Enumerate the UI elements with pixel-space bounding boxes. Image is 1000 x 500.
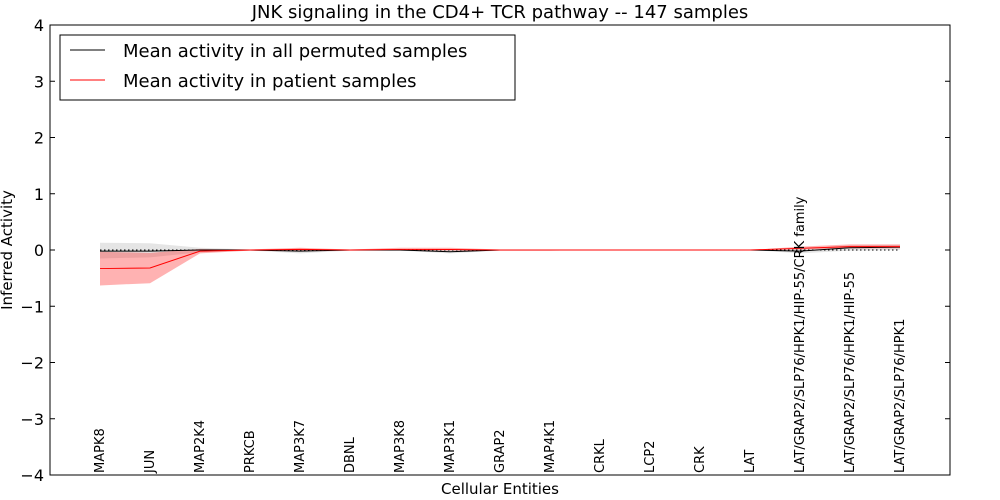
y-tick-label: −1 (20, 297, 44, 316)
x-tick-label: LCP2 (643, 441, 658, 473)
chart-title: JNK signaling in the CD4+ TCR pathway --… (251, 2, 749, 23)
band-permuted (100, 242, 900, 259)
legend-box (59, 34, 516, 101)
x-tick-label: CRKL (593, 438, 608, 473)
y-tick-label: 2 (34, 129, 44, 148)
x-tick-label: MAP3K7 (293, 420, 308, 473)
x-tick-label: MAP3K8 (393, 420, 408, 473)
x-tick-label: MAPK8 (93, 428, 108, 473)
x-tick-label: MAP4K1 (543, 420, 558, 473)
y-axis: −4 −3 −2 −1 0 1 2 3 4 (20, 16, 950, 485)
confidence-bands (100, 242, 900, 286)
x-tick-label: GRAP2 (493, 429, 508, 473)
x-axis: MAPK8 JUN MAP2K4 PRKCB MAP3K7 DBNL MAP3K8 MAP3K… (93, 196, 908, 474)
x-tick-label: MAP2K4 (193, 420, 208, 473)
y-tick-label: 1 (34, 185, 44, 204)
legend: Mean activity in all permuted samples Me… (59, 34, 516, 101)
y-tick-label: −2 (20, 354, 44, 373)
y-tick-label: 3 (34, 72, 44, 91)
series-lines (99, 246, 901, 270)
y-axis-label: Inferred Activity (0, 190, 16, 310)
y-tick-label: 0 (34, 241, 44, 260)
legend-label-permuted: Mean activity in all permuted samples (123, 41, 467, 62)
x-tick-label: PRKCB (243, 430, 258, 473)
x-axis-label: Cellular Entities (441, 480, 559, 498)
legend-label-patient: Mean activity in patient samples (123, 71, 417, 92)
x-tick-label: MAP3K1 (443, 420, 458, 473)
x-tick-label: LAT/GRAP2/SLP76/HPK1/HIP-55 (843, 272, 858, 473)
x-tick-label: LAT/GRAP2/SLP76/HPK1 (893, 319, 908, 473)
y-tick-label: 4 (34, 16, 44, 35)
x-tick-label: CRK (693, 446, 708, 473)
band-patient (100, 244, 900, 286)
y-tick-label: −3 (20, 410, 44, 429)
x-tick-label: DBNL (343, 436, 358, 473)
y-tick-label: −4 (20, 466, 44, 485)
x-tick-label: LAT (743, 450, 758, 473)
x-tick-label: JUN (143, 450, 158, 474)
x-tick-label: LAT/GRAP2/SLP76/HPK1/HIP-55/CRK family (793, 196, 808, 473)
